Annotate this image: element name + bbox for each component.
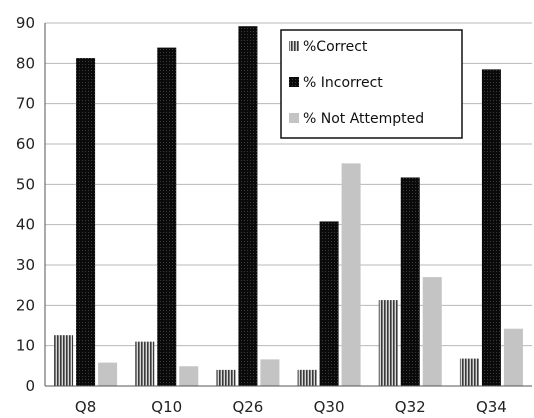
x-category-label: Q30	[314, 398, 345, 416]
legend-swatch-series-0	[289, 41, 299, 51]
bar-q26-series-0	[216, 369, 236, 386]
y-tick-label: 20	[16, 296, 35, 314]
y-tick-label: 30	[16, 256, 35, 274]
bar-q32-series-0	[378, 300, 398, 386]
legend-box	[280, 29, 463, 139]
bars	[54, 26, 523, 387]
y-axis-tick-labels: 0 10 20 30 40 50 60 70 80 90	[16, 14, 35, 395]
x-category-label: Q26	[232, 398, 263, 416]
bar-q10-series-2	[179, 366, 199, 386]
x-axis-category-labels: Q8 Q10 Q26 Q30 Q32 Q34	[75, 398, 507, 416]
bar-q32-series-1	[400, 177, 420, 386]
legend: %Correct % Incorrect % Not Attempted	[280, 29, 463, 139]
x-category-label: Q8	[75, 398, 96, 416]
y-tick-label: 0	[25, 377, 35, 395]
bar-q30-series-0	[297, 369, 317, 386]
x-category-label: Q34	[476, 398, 507, 416]
legend-label-series-1: % Incorrect	[303, 75, 383, 91]
y-tick-label: 40	[16, 216, 35, 234]
y-tick-label: 80	[16, 54, 35, 72]
legend-label-series-2: % Not Attempted	[303, 111, 424, 127]
bar-q8-series-0	[54, 335, 74, 386]
y-tick-label: 90	[16, 14, 35, 32]
bar-q34-series-1	[481, 69, 501, 386]
bar-q8-series-2	[98, 362, 118, 386]
bar-q10-series-1	[157, 47, 177, 386]
bar-q8-series-1	[76, 58, 96, 387]
legend-swatch-series-2	[289, 113, 299, 123]
x-category-label: Q10	[151, 398, 182, 416]
bar-q32-series-2	[422, 277, 442, 386]
gridlines	[45, 22, 532, 347]
legend-swatch-series-1	[289, 77, 299, 87]
y-tick-label: 70	[16, 95, 35, 113]
x-category-label: Q32	[395, 398, 426, 416]
bar-q30-series-2	[341, 163, 361, 386]
bar-q26-series-1	[238, 26, 258, 387]
bar-q34-series-0	[459, 358, 479, 386]
bar-q30-series-1	[319, 221, 339, 386]
y-tick-label: 50	[16, 175, 35, 193]
bar-q34-series-2	[503, 328, 523, 386]
bar-q10-series-0	[135, 341, 155, 386]
y-tick-label: 10	[16, 337, 35, 355]
axes	[44, 23, 532, 387]
bar-q26-series-2	[260, 359, 280, 386]
y-tick-label: 60	[16, 135, 35, 153]
legend-label-series-0: %Correct	[303, 39, 368, 55]
